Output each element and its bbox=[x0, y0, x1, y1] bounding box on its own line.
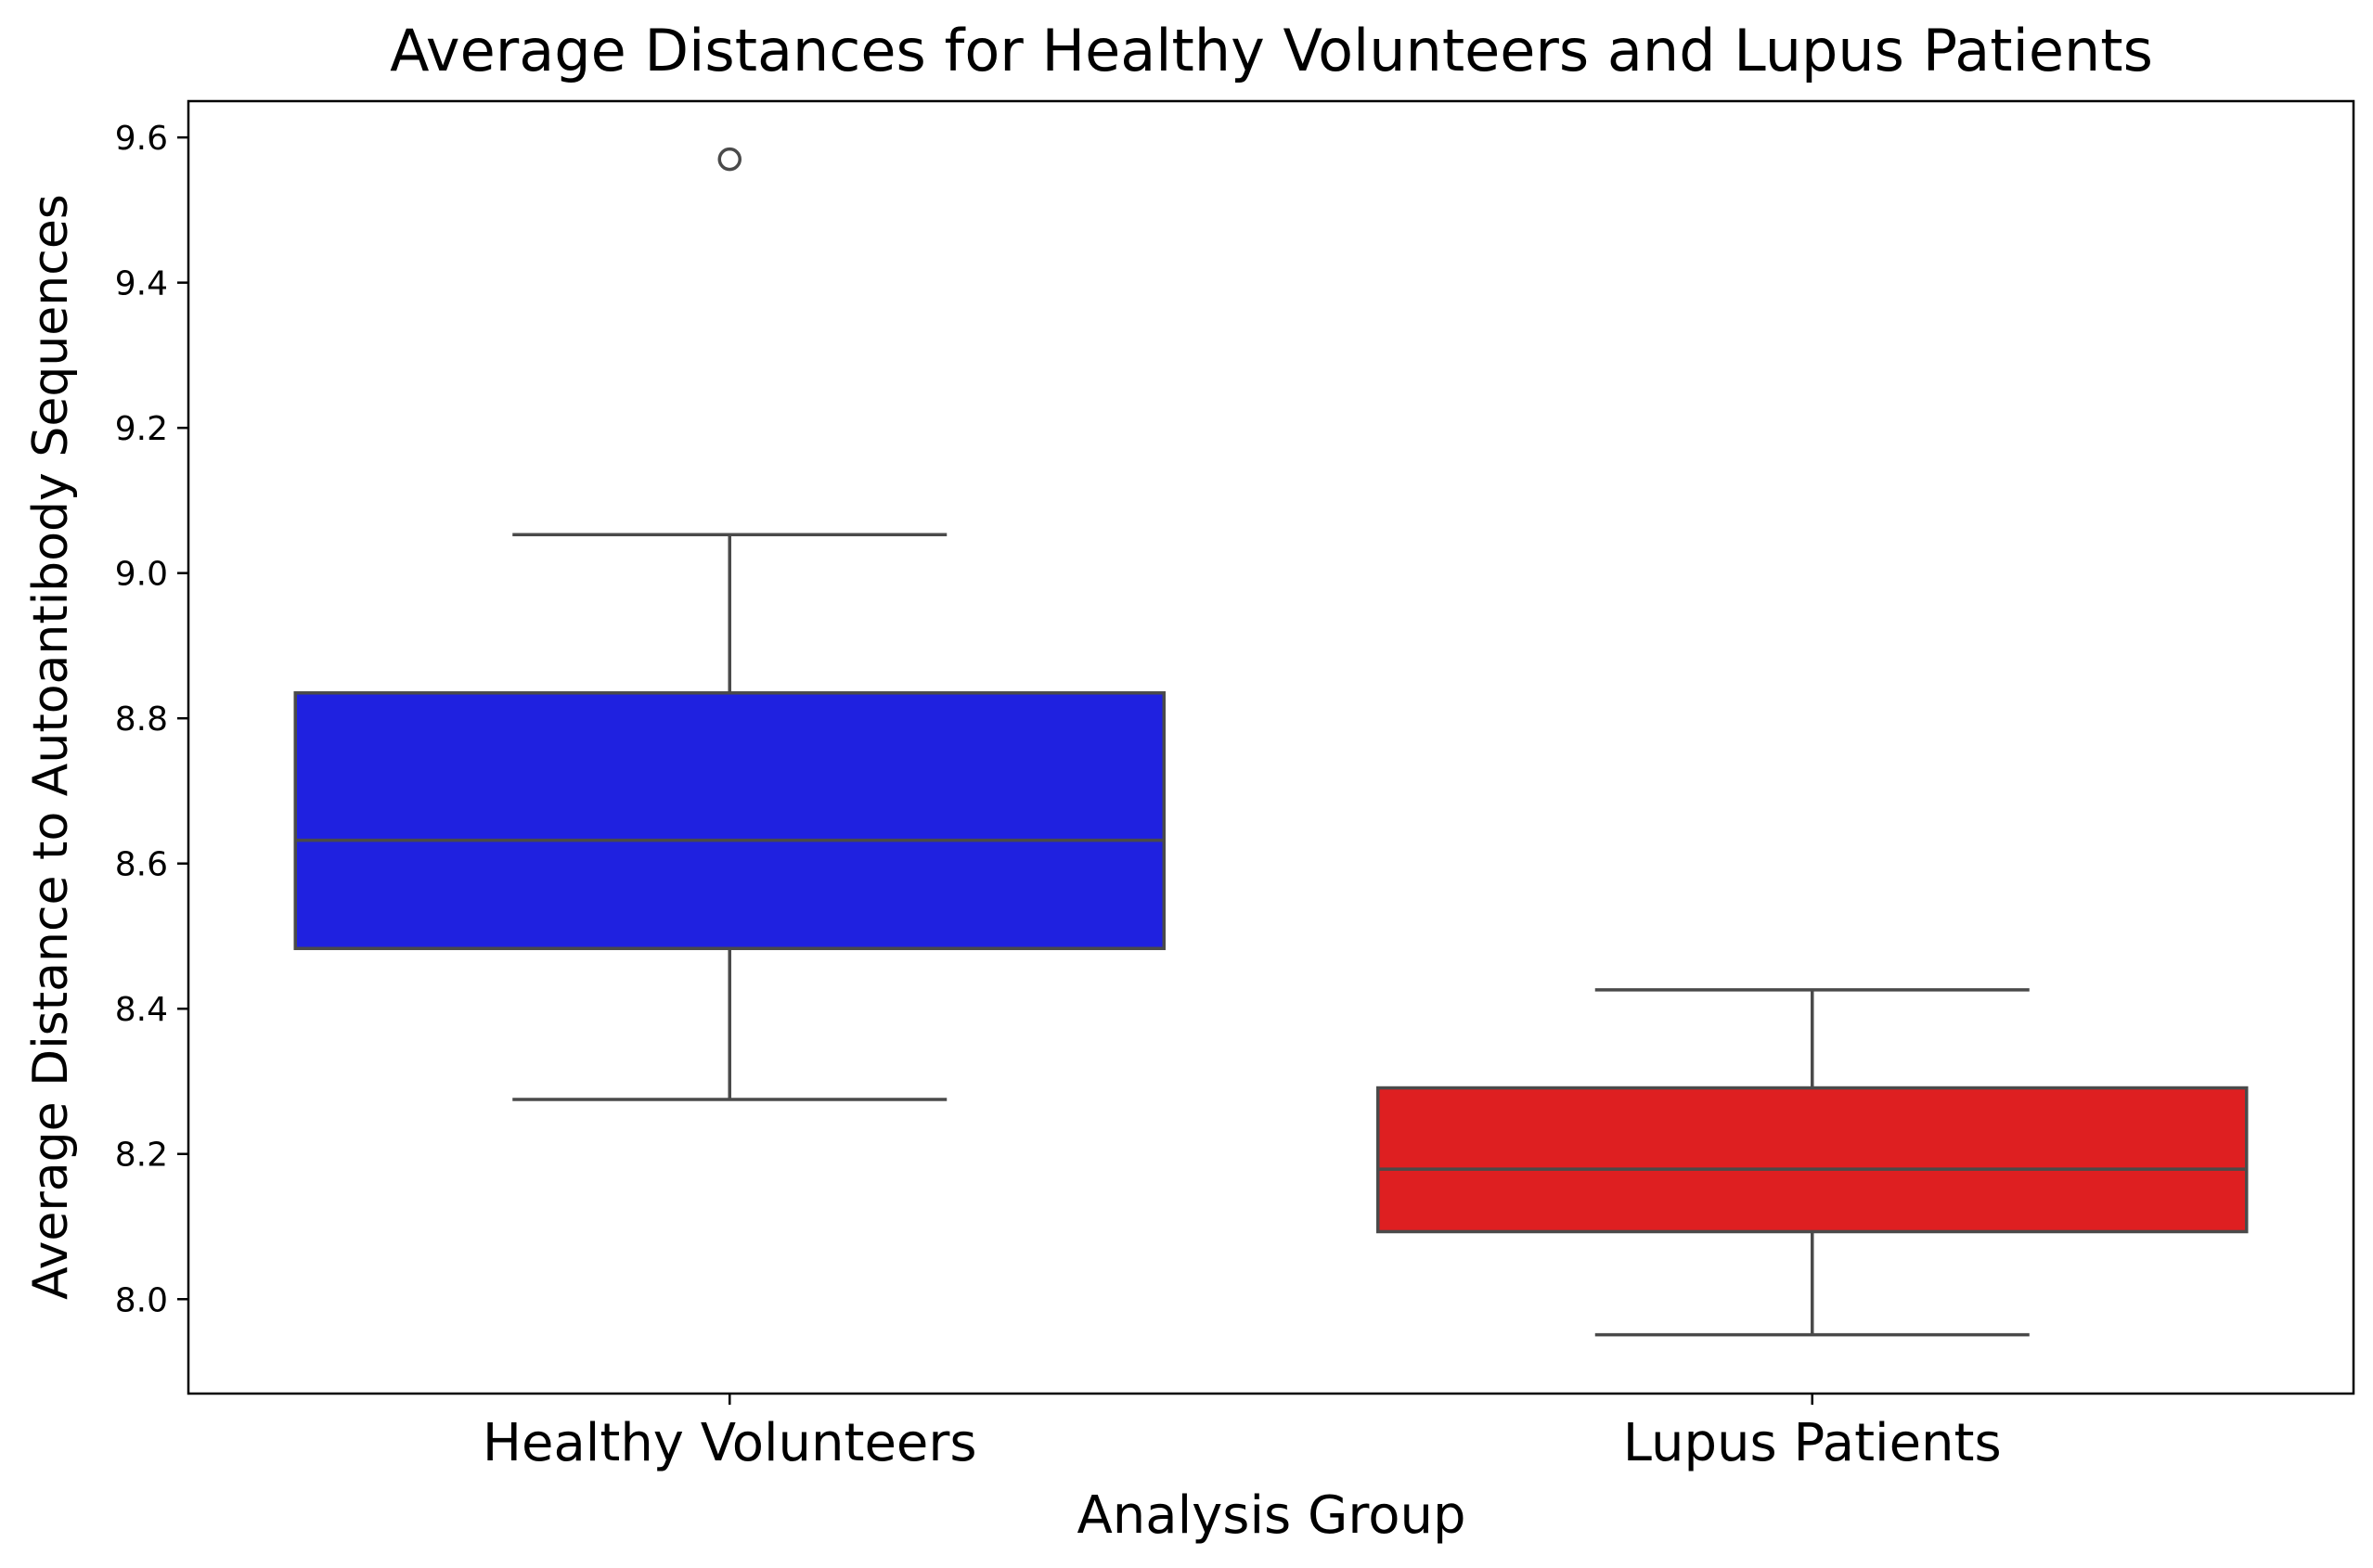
y-tick-label: 8.4 bbox=[115, 991, 168, 1029]
y-tick-label: 9.0 bbox=[115, 556, 168, 594]
box-iqr bbox=[293, 691, 1166, 951]
y-tick-label: 9.2 bbox=[115, 410, 168, 448]
box-group bbox=[293, 147, 1166, 1101]
y-tick-label: 9.6 bbox=[115, 120, 168, 158]
y-tick-label: 9.4 bbox=[115, 265, 168, 303]
y-tick-label: 8.8 bbox=[115, 700, 168, 739]
x-tick-label: Lupus Patients bbox=[1623, 1413, 2002, 1473]
plot-frame bbox=[187, 99, 2355, 1395]
x-tick-label: Healthy Volunteers bbox=[483, 1413, 977, 1473]
x-axis-ticks: Healthy Volunteers Lupus Patients bbox=[483, 1394, 2002, 1473]
y-axis-label: Average Distance to Autoantibody Sequenc… bbox=[23, 194, 79, 1300]
box-series bbox=[293, 147, 2249, 1337]
box-iqr bbox=[1376, 1086, 2249, 1234]
y-axis-ticks: 8.0 8.2 8.4 8.6 8.8 9.0 9.2 9.4 9.6 bbox=[115, 120, 188, 1319]
y-tick-label: 8.6 bbox=[115, 846, 168, 884]
y-tick-label: 8.0 bbox=[115, 1281, 168, 1319]
box-group bbox=[1376, 988, 2249, 1337]
outlier-point bbox=[717, 147, 742, 172]
chart-title: Average Distances for Healthy Volunteers… bbox=[390, 17, 2153, 84]
y-tick-label: 8.2 bbox=[115, 1137, 168, 1175]
x-axis-label: Analysis Group bbox=[1077, 1485, 1465, 1546]
